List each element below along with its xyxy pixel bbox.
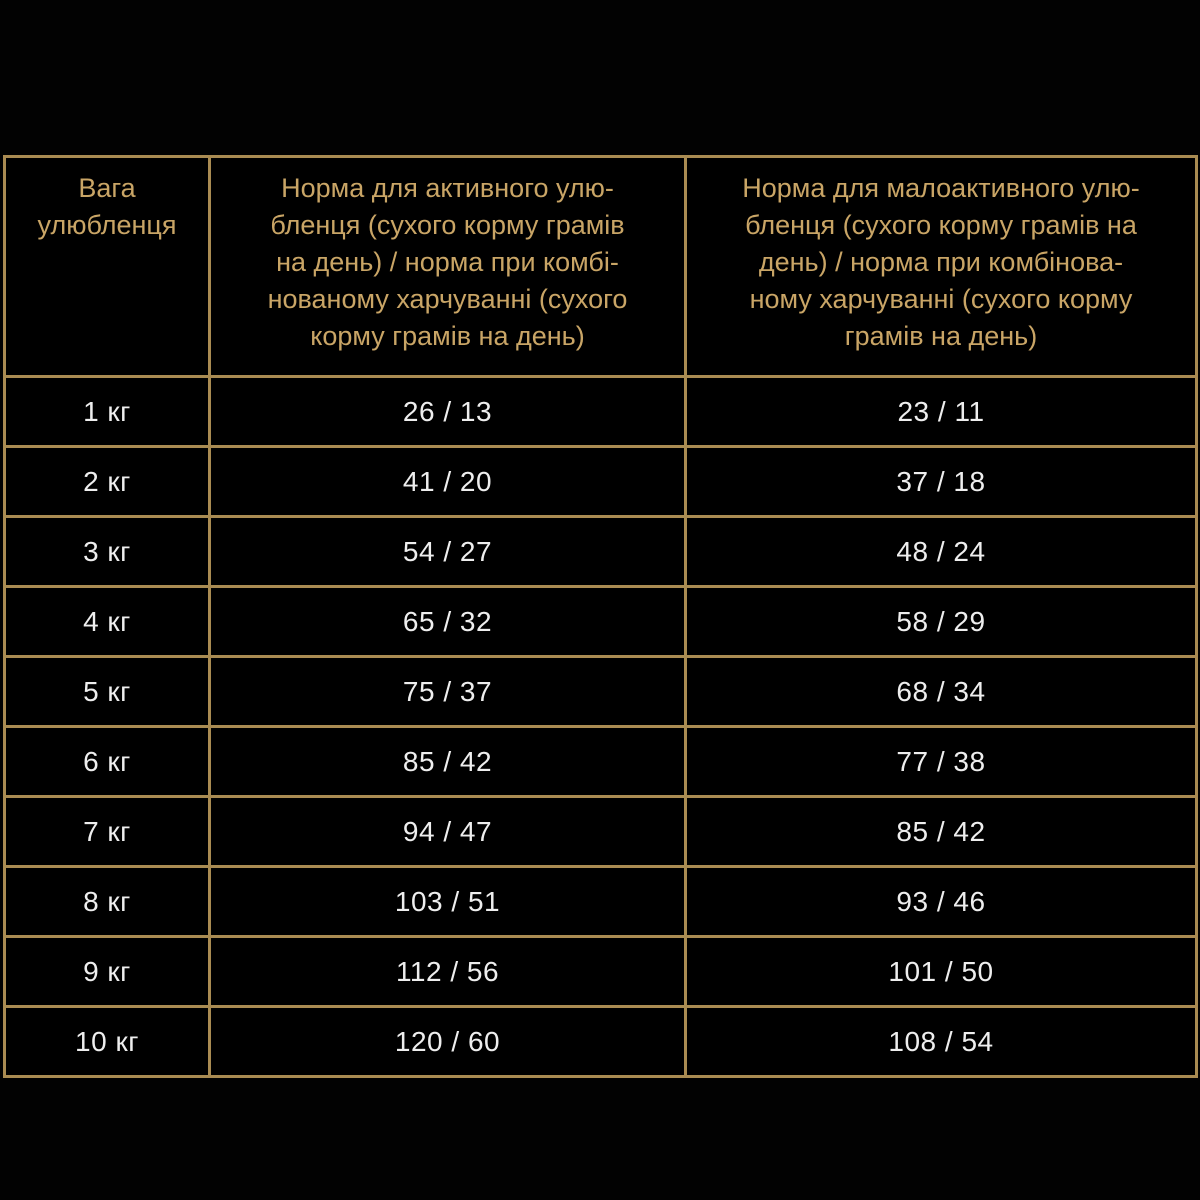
col-header-low-active-norm-label: Норма для малоактивного улю- бленця (сух… (742, 173, 1140, 351)
low-active-norm-cell: 101 / 50 (684, 935, 1198, 1008)
weight-cell: 5 кг (3, 655, 211, 728)
table-row: 2 кг 41 / 20 37 / 18 (3, 445, 1198, 518)
weight-cell: 8 кг (3, 865, 211, 938)
table-row: 10 кг 120 / 60 108 / 54 (3, 1005, 1198, 1078)
table-row: 9 кг 112 / 56 101 / 50 (3, 935, 1198, 1008)
active-norm-cell: 103 / 51 (208, 865, 687, 938)
low-active-norm-cell: 23 / 11 (684, 375, 1198, 448)
table-row: 7 кг 94 / 47 85 / 42 (3, 795, 1198, 868)
active-norm-cell: 75 / 37 (208, 655, 687, 728)
active-norm-cell: 54 / 27 (208, 515, 687, 588)
low-active-norm-cell: 85 / 42 (684, 795, 1198, 868)
table-row: 4 кг 65 / 32 58 / 29 (3, 585, 1198, 658)
feeding-norms-table: Вага улюбленця Норма для активного улю- … (3, 155, 1198, 1078)
active-norm-cell: 94 / 47 (208, 795, 687, 868)
col-header-active-norm: Норма для активного улю- бленця (сухого … (208, 155, 687, 378)
col-header-weight: Вага улюбленця (3, 155, 211, 378)
table-row: 5 кг 75 / 37 68 / 34 (3, 655, 1198, 728)
weight-cell: 3 кг (3, 515, 211, 588)
weight-cell: 7 кг (3, 795, 211, 868)
header-row: Вага улюбленця Норма для активного улю- … (3, 155, 1198, 378)
active-norm-cell: 41 / 20 (208, 445, 687, 518)
low-active-norm-cell: 77 / 38 (684, 725, 1198, 798)
weight-cell: 2 кг (3, 445, 211, 518)
col-header-low-active-norm: Норма для малоактивного улю- бленця (сух… (684, 155, 1198, 378)
active-norm-cell: 85 / 42 (208, 725, 687, 798)
low-active-norm-cell: 108 / 54 (684, 1005, 1198, 1078)
table-row: 3 кг 54 / 27 48 / 24 (3, 515, 1198, 588)
active-norm-cell: 65 / 32 (208, 585, 687, 658)
weight-cell: 6 кг (3, 725, 211, 798)
low-active-norm-cell: 58 / 29 (684, 585, 1198, 658)
low-active-norm-cell: 68 / 34 (684, 655, 1198, 728)
low-active-norm-cell: 37 / 18 (684, 445, 1198, 518)
table-row: 6 кг 85 / 42 77 / 38 (3, 725, 1198, 798)
table-row: 1 кг 26 / 13 23 / 11 (3, 375, 1198, 448)
col-header-weight-label: Вага улюбленця (37, 173, 177, 240)
col-header-active-norm-label: Норма для активного улю- бленця (сухого … (267, 173, 628, 351)
weight-cell: 1 кг (3, 375, 211, 448)
active-norm-cell: 120 / 60 (208, 1005, 687, 1078)
table-row: 8 кг 103 / 51 93 / 46 (3, 865, 1198, 938)
low-active-norm-cell: 48 / 24 (684, 515, 1198, 588)
weight-cell: 9 кг (3, 935, 211, 1008)
active-norm-cell: 112 / 56 (208, 935, 687, 1008)
weight-cell: 4 кг (3, 585, 211, 658)
weight-cell: 10 кг (3, 1005, 211, 1078)
active-norm-cell: 26 / 13 (208, 375, 687, 448)
low-active-norm-cell: 93 / 46 (684, 865, 1198, 938)
